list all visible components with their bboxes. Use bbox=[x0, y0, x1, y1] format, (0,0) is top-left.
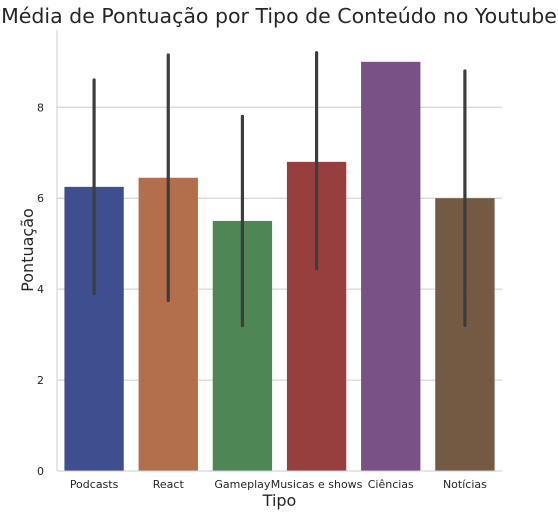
bar-ciências bbox=[361, 61, 421, 472]
y-axis-label: Pontuação bbox=[18, 208, 37, 292]
y-tick-label: 2 bbox=[37, 374, 44, 387]
x-tick-label: Notícias bbox=[443, 478, 487, 491]
x-tick-label: Musicas e shows bbox=[271, 478, 363, 491]
error-bars bbox=[92, 51, 467, 328]
y-tick-label: 0 bbox=[37, 465, 44, 478]
chart-title: Média de Pontuação por Tipo de Conteúdo … bbox=[1, 4, 557, 28]
y-tick-label: 4 bbox=[37, 283, 44, 296]
x-tick-labels: Podcasts React Gameplay Musicas e shows Ciên… bbox=[70, 478, 487, 491]
y-tick-label: 6 bbox=[37, 192, 44, 205]
bars bbox=[64, 61, 495, 472]
x-axis-label: Tipo bbox=[262, 491, 297, 510]
x-tick-label: Gameplay bbox=[214, 478, 271, 491]
y-tick-labels: 0 2 4 6 8 bbox=[37, 101, 44, 478]
x-tick-label: Podcasts bbox=[70, 478, 119, 491]
grid-lines bbox=[57, 106, 502, 381]
x-tick-label: React bbox=[153, 478, 185, 491]
y-tick-label: 8 bbox=[37, 101, 44, 114]
x-tick-label: Ciências bbox=[368, 478, 414, 491]
